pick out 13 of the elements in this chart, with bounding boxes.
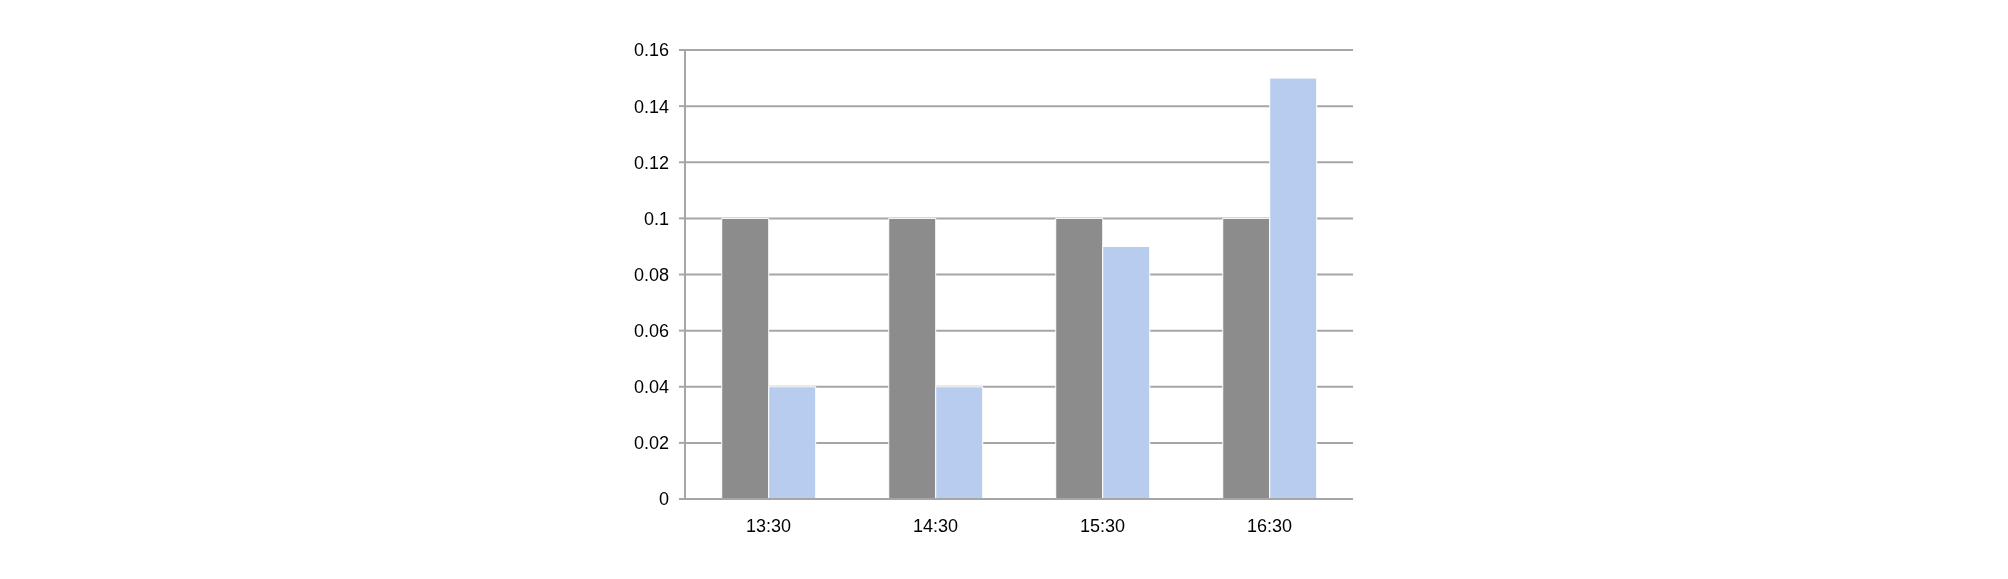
y-tick-label: 0	[658, 489, 669, 510]
y-tick-label: 0.08	[633, 264, 669, 285]
y-tick-label: 0.04	[633, 377, 669, 398]
x-tick-label: 14:30	[912, 515, 959, 536]
y-tick-label: 0.06	[633, 321, 669, 342]
y-tick-label: 0.02	[633, 433, 669, 454]
x-tick-label: 16:30	[1246, 515, 1293, 536]
y-tick-label: 0.16	[633, 40, 669, 61]
y-tick-label: 0.14	[633, 96, 669, 117]
y-tick-label: 0.12	[633, 152, 669, 173]
x-tick-label: 13:30	[745, 515, 792, 536]
x-tick-label: 15:30	[1079, 515, 1126, 536]
y-tick-label: 0.1	[643, 208, 669, 229]
